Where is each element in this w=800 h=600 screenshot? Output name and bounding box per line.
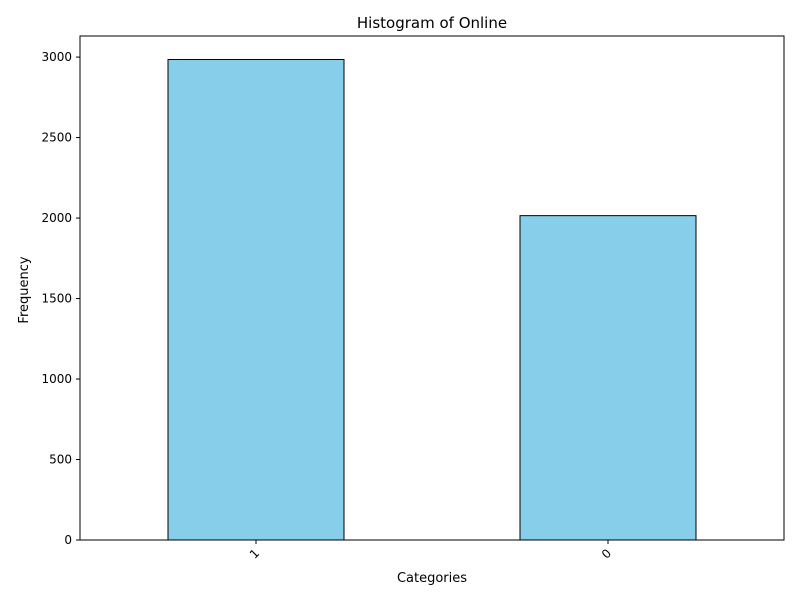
y-axis: 0 500 1000 1500 2000 2500 3000 [41, 50, 80, 547]
y-tick-label: 500 [49, 453, 72, 467]
bar-1 [167, 59, 345, 541]
y-tick-label: 2500 [41, 131, 72, 145]
y-tick-label: 2000 [41, 211, 72, 225]
x-axis-label: Categories [397, 571, 467, 586]
y-tick-label: 0 [64, 533, 72, 547]
bar-0 [519, 215, 697, 541]
y-tick-label: 1000 [41, 372, 72, 386]
bars-group [167, 59, 697, 541]
y-tick-label: 1500 [41, 292, 72, 306]
y-axis-label: Frequency [17, 256, 32, 323]
chart-title: Histogram of Online [357, 14, 507, 32]
plot-frame [79, 35, 785, 541]
y-tick-label: 3000 [41, 50, 72, 64]
